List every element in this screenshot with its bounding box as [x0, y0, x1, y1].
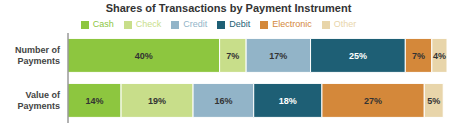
svg-text:25%: 25%	[349, 51, 367, 61]
svg-text:40%: 40%	[135, 51, 153, 61]
html-text:Cash: Cash	[92, 19, 114, 29]
svg-text:27%: 27%	[364, 96, 382, 106]
html-text:Other: Other	[333, 19, 357, 29]
svg-text:Value ofPayments: Value ofPayments	[17, 90, 61, 111]
html-text:Check: Check	[135, 19, 162, 29]
svg-text:7%: 7%	[226, 51, 239, 61]
svg-text:4%: 4%	[433, 51, 446, 61]
svg-text:19%: 19%	[148, 96, 166, 106]
svg-text:5%: 5%	[427, 96, 440, 106]
svg-text:18%: 18%	[279, 96, 297, 106]
svg-text:Number ofPayments: Number ofPayments	[15, 45, 61, 66]
html-text:Shares of Transactions by Paym: Shares of Transactions by Payment Instru…	[105, 2, 352, 14]
svg-text:17%: 17%	[269, 51, 287, 61]
html-text:Credit: Credit	[183, 19, 208, 29]
html-text:Electronic: Electronic	[272, 19, 312, 29]
svg-text:7%: 7%	[412, 51, 425, 61]
svg-text:16%: 16%	[214, 96, 232, 106]
svg-text:14%: 14%	[86, 96, 104, 106]
html-text:Debit: Debit	[229, 19, 251, 29]
